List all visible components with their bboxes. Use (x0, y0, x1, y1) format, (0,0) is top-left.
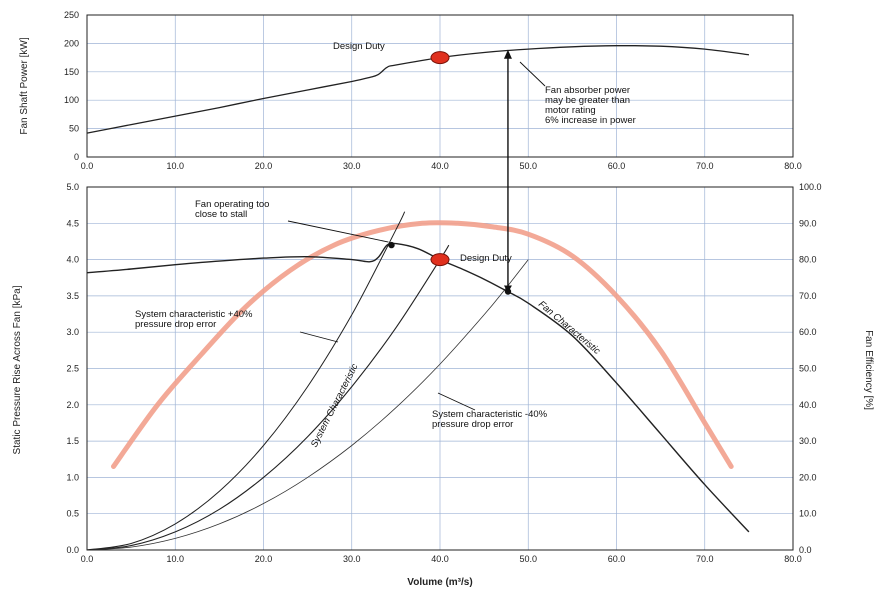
top-design-duty-label: Design Duty (333, 41, 385, 52)
bottom-chart-ticks: 0.0 10.0 20.0 30.0 40.0 50.0 60.0 70.0 80.00.00.… (66, 182, 821, 564)
plus-note-leader (299, 331, 339, 343)
fan-shaft-power-line (86, 45, 749, 134)
bottom-chart-frame (86, 186, 794, 551)
top-y-tick-label: 0 (74, 152, 79, 162)
bottom-y-tick-label: 2.5 (66, 364, 79, 374)
bottom-y-tick-label: 0.0 (66, 545, 79, 555)
bottom-x-tick-label: 10.0 (166, 554, 184, 564)
power-note-line-2: may be greater than (545, 95, 630, 106)
bottom-y2-tick-label: 80.0 (799, 255, 817, 265)
bottom-y2-tick-label: 90.0 (799, 218, 817, 228)
top-x-tick-label: 20.0 (255, 161, 273, 171)
bottom-y-tick-label: 4.0 (66, 255, 79, 265)
top-x-tick-label: 80.0 (784, 161, 802, 171)
top-y-axis-title: Fan Shaft Power [kW] (19, 37, 30, 134)
bottom-chart-grid (87, 187, 793, 550)
bottom-y-tick-label: 5.0 (66, 182, 79, 192)
stall-point-marker (388, 241, 395, 249)
stall-note: Fan operating too close to stall (195, 199, 272, 220)
power-note-line-4: 6% increase in power (545, 115, 636, 126)
plus-note-line-1: System characteristic +40% (135, 309, 253, 320)
top-x-tick-label: 10.0 (166, 161, 184, 171)
bottom-design-duty-label: Design Duty (460, 253, 512, 264)
bottom-y2-tick-label: 30.0 (799, 436, 817, 446)
bottom-x-tick-label: 50.0 (519, 554, 537, 564)
bottom-y-tick-label: 1.0 (66, 472, 79, 482)
bottom-y2-tick-label: 40.0 (799, 400, 817, 410)
minus-note-line-1: System characteristic -40% (432, 409, 548, 420)
top-x-tick-label: 40.0 (431, 161, 449, 171)
bottom-y-tick-label: 2.0 (66, 400, 79, 410)
bottom-chart-series (86, 211, 750, 551)
system-characteristic-curve (86, 244, 450, 551)
bottom-y2-tick-label: 100.0 (799, 182, 822, 192)
bottom-y2-axis-title: Fan Efficiency [%] (863, 330, 874, 410)
top-x-tick-label: 50.0 (519, 161, 537, 171)
fan-efficiency-curve (111, 220, 734, 469)
top-chart-grid (87, 15, 793, 157)
bottom-y-tick-label: 3.0 (66, 327, 79, 337)
bottom-y2-tick-label: 0.0 (799, 545, 812, 555)
bottom-y2-tick-label: 10.0 (799, 509, 817, 519)
top-x-tick-label: 0.0 (81, 161, 94, 171)
bottom-x-tick-label: 80.0 (784, 554, 802, 564)
stall-note-line-2: close to stall (195, 209, 247, 220)
bottom-x-tick-label: 70.0 (696, 554, 714, 564)
stall-note-line-1: Fan operating too (195, 199, 269, 210)
top-design-duty-marker (430, 51, 450, 65)
bottom-y-tick-label: 3.5 (66, 291, 79, 301)
power-note-line-3: motor rating (545, 105, 596, 116)
minus-note-leader (437, 392, 476, 411)
top-chart-ticks: 0.0 10.0 20.0 30.0 40.0 50.0 60.0 70.0 80.0 0 50 10… (64, 10, 802, 171)
system-minus-40-curve (86, 259, 529, 551)
bottom-x-tick-label: 20.0 (255, 554, 273, 564)
bottom-y2-tick-label: 70.0 (799, 291, 817, 301)
top-chart-series (86, 45, 749, 134)
system-plus-40-curve (86, 211, 406, 551)
top-chart-frame (86, 14, 794, 158)
bottom-design-duty-marker (430, 253, 450, 267)
plus-note: System characteristic +40% pressure drop… (135, 309, 255, 330)
top-y-tick-label: 150 (64, 67, 79, 77)
top-y-tick-label: 200 (64, 38, 79, 48)
top-y-tick-label: 250 (64, 10, 79, 20)
bottom-y2-tick-label: 60.0 (799, 327, 817, 337)
annotation-leader-lines (287, 49, 546, 411)
top-y-tick-label: 50 (69, 124, 79, 134)
minus-note-line-2: pressure drop error (432, 419, 513, 430)
bottom-y-tick-label: 0.5 (66, 509, 79, 519)
x-axis-title: Volume (m³/s) (407, 577, 472, 588)
power-note: Fan absorber power may be greater than m… (545, 85, 636, 126)
top-x-tick-label: 60.0 (608, 161, 626, 171)
power-note-line-1: Fan absorber power (545, 85, 630, 96)
bottom-y-tick-label: 4.5 (66, 218, 79, 228)
plus-note-line-2: pressure drop error (135, 319, 216, 330)
stall-note-leader (287, 220, 389, 243)
bottom-x-tick-label: 0.0 (81, 554, 94, 564)
fan-characteristic-label: Fan Characteristic (536, 299, 602, 357)
fan-characteristic-curve (86, 242, 750, 533)
power-shift-arrowhead-up (503, 49, 512, 59)
power-shift-arrowhead-down (503, 285, 512, 293)
bottom-x-tick-label: 60.0 (608, 554, 626, 564)
bottom-x-tick-label: 40.0 (431, 554, 449, 564)
bottom-y2-tick-label: 20.0 (799, 472, 817, 482)
bottom-y-tick-label: 1.5 (66, 436, 79, 446)
power-note-leader (519, 61, 546, 87)
system-characteristic-label: System Characteristic (309, 362, 361, 450)
top-y-tick-label: 100 (64, 95, 79, 105)
minus-note: System characteristic -40% pressure drop… (432, 409, 550, 430)
bottom-y-axis-title: Static Pressure Rise Across Fan [kPa] (12, 285, 23, 454)
bottom-x-tick-label: 30.0 (343, 554, 361, 564)
top-x-tick-label: 30.0 (343, 161, 361, 171)
bottom-y2-tick-label: 50.0 (799, 364, 817, 374)
top-x-tick-label: 70.0 (696, 161, 714, 171)
